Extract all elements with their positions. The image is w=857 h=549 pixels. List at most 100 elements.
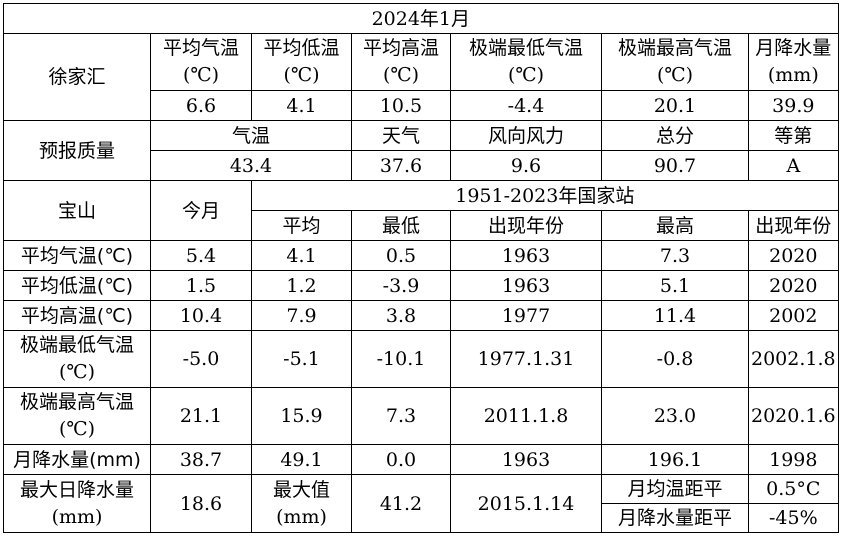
table-row: 月降水量(mm) 38.7 49.1 0.0 1963 196.1 1998 <box>3 444 839 475</box>
subheader-avg: 平均 <box>251 210 352 241</box>
xujiahui-value-precip: 39.9 <box>748 90 839 121</box>
baoshan-period-label: 1951-2023年国家站 <box>251 180 839 211</box>
row-label: 平均低温(℃) <box>3 270 151 301</box>
title-row: 2024年1月 <box>3 3 839 34</box>
cell-max-year: 2020.1.6 <box>748 387 839 445</box>
cell-max-year: 2002 <box>748 300 839 331</box>
forecast-header-weather: 天气 <box>351 120 451 151</box>
cell-min-year: 1977.1.31 <box>450 330 602 388</box>
forecast-quality-label: 预报质量 <box>3 120 151 181</box>
xujiahui-value-avg-low: 4.1 <box>251 90 352 121</box>
forecast-header-total: 总分 <box>601 120 749 151</box>
table-row: 平均气温(℃) 5.4 4.1 0.5 1963 7.3 2020 <box>3 240 839 271</box>
temp-anomaly-value: 0.5°C <box>748 474 839 504</box>
max-daily-current: 18.6 <box>150 474 252 533</box>
cell-current: 5.4 <box>150 240 252 271</box>
table-row: 平均低温(℃) 1.5 1.2 -3.9 1963 5.1 2020 <box>3 270 839 301</box>
max-value-label: 最大值 (mm) <box>251 474 352 533</box>
xujiahui-value-avg-high: 10.5 <box>351 90 451 121</box>
baoshan-subheader-row: 平均 最低 出现年份 最高 出现年份 <box>4 210 839 241</box>
row-label: 极端最低气温 (℃) <box>3 330 151 388</box>
cell-max: 11.4 <box>601 300 749 331</box>
cell-max: -0.8 <box>601 330 749 388</box>
xujiahui-value-avg-temp: 6.6 <box>150 90 252 121</box>
subheader-min-year: 出现年份 <box>450 210 602 241</box>
cell-max: 196.1 <box>601 444 749 475</box>
cell-min: 3.8 <box>351 300 451 331</box>
xujiahui-header-row: 徐家汇 平均气温 (℃) 平均低温 (℃) 平均高温 (℃) 极端最低气温 (℃) 极端… <box>3 33 839 121</box>
xujiahui-values-row: 6.6 4.1 10.5 -4.4 20.1 39.9 <box>4 90 839 121</box>
cell-average: 1.2 <box>251 270 352 301</box>
cell-min-year: 2011.1.8 <box>450 387 602 445</box>
cell-max-year: 2020 <box>748 240 839 271</box>
max-value-date: 2015.1.14 <box>450 474 602 533</box>
cell-current: -5.0 <box>150 330 252 388</box>
forecast-value-weather: 37.6 <box>351 150 451 181</box>
max-value: 41.2 <box>351 474 451 533</box>
cell-average: -5.1 <box>251 330 352 388</box>
max-daily-label: 最大日降水量 (mm) <box>3 474 151 533</box>
forecast-value-temp: 43.4 <box>150 150 352 181</box>
xujiahui-station-label: 徐家汇 <box>3 33 151 121</box>
table-row: 平均高温(℃) 10.4 7.9 3.8 1977 11.4 2002 <box>3 300 839 331</box>
cell-max-year: 2020 <box>748 270 839 301</box>
xujiahui-header-extreme-min: 极端最低气温 (℃) <box>450 33 602 91</box>
table-row: 极端最低气温 (℃) -5.0 -5.1 -10.1 1977.1.31 -0.8… <box>3 330 839 388</box>
cell-average: 4.1 <box>251 240 352 271</box>
subheader-min: 最低 <box>351 210 451 241</box>
xujiahui-header-avg-high: 平均高温 (℃) <box>351 33 451 91</box>
xujiahui-header-avg-temp: 平均气温 (℃) <box>150 33 252 91</box>
cell-min: 7.3 <box>351 387 451 445</box>
subheader-max: 最高 <box>601 210 749 241</box>
forecast-value-grade: A <box>748 150 839 181</box>
cell-min: -3.9 <box>351 270 451 301</box>
cell-min: 0.0 <box>351 444 451 475</box>
cell-average: 49.1 <box>251 444 352 475</box>
cell-current: 1.5 <box>150 270 252 301</box>
table-row: 极端最高气温 (℃) 21.1 15.9 7.3 2011.1.8 23.0 20… <box>3 387 839 445</box>
sheet-title: 2024年1月 <box>3 3 839 34</box>
forecast-values-row: 43.4 37.6 9.6 90.7 A <box>4 150 839 181</box>
cell-min-year: 1977 <box>450 300 602 331</box>
cell-min-year: 1963 <box>450 240 602 271</box>
precip-anomaly-row: 月降水量距平 -45% <box>4 503 839 533</box>
cell-current: 21.1 <box>150 387 252 445</box>
cell-min: -10.1 <box>351 330 451 388</box>
forecast-header-row: 预报质量 气温 天气 风向风力 总分 等第 <box>3 120 839 181</box>
cell-average: 7.9 <box>251 300 352 331</box>
cell-min-year: 1963 <box>450 270 602 301</box>
xujiahui-header-extreme-max: 极端最高气温 (℃) <box>601 33 749 91</box>
xujiahui-value-extreme-min: -4.4 <box>450 90 602 121</box>
xujiahui-header-precip: 月降水量 (mm) <box>748 33 839 91</box>
temp-anomaly-label: 月均温距平 <box>601 474 749 504</box>
row-label: 月降水量(mm) <box>3 444 151 475</box>
cell-min-year: 1963 <box>450 444 602 475</box>
cell-min: 0.5 <box>351 240 451 271</box>
cell-current: 10.4 <box>150 300 252 331</box>
baoshan-this-month-label: 今月 <box>150 180 252 241</box>
cell-max: 23.0 <box>601 387 749 445</box>
max-daily-row: 最大日降水量 (mm) 18.6 最大值 (mm) 41.2 2015.1.14 月… <box>3 474 839 533</box>
cell-max: 5.1 <box>601 270 749 301</box>
row-label: 极端最高气温 (℃) <box>3 387 151 445</box>
forecast-header-grade: 等第 <box>748 120 839 151</box>
subheader-max-year: 出现年份 <box>748 210 839 241</box>
climate-summary-table: 2024年1月 徐家汇 平均气温 (℃) 平均低温 (℃) 平均高温 (℃) 极端最低… <box>3 3 839 533</box>
cell-max-year: 1998 <box>748 444 839 475</box>
forecast-value-wind: 9.6 <box>450 150 602 181</box>
cell-current: 38.7 <box>150 444 252 475</box>
baoshan-header-row: 宝山 今月 1951-2023年国家站 <box>3 180 839 241</box>
forecast-value-total: 90.7 <box>601 150 749 181</box>
forecast-header-temp: 气温 <box>150 120 352 151</box>
xujiahui-header-avg-low: 平均低温 (℃) <box>251 33 352 91</box>
row-label: 平均高温(℃) <box>3 300 151 331</box>
row-label: 平均气温(℃) <box>3 240 151 271</box>
precip-anomaly-value: -45% <box>748 503 839 533</box>
baoshan-station-label: 宝山 <box>3 180 151 241</box>
cell-average: 15.9 <box>251 387 352 445</box>
xujiahui-value-extreme-max: 20.1 <box>601 90 749 121</box>
precip-anomaly-label: 月降水量距平 <box>601 503 749 533</box>
cell-max-year: 2002.1.8 <box>748 330 839 388</box>
forecast-header-wind: 风向风力 <box>450 120 602 151</box>
cell-max: 7.3 <box>601 240 749 271</box>
